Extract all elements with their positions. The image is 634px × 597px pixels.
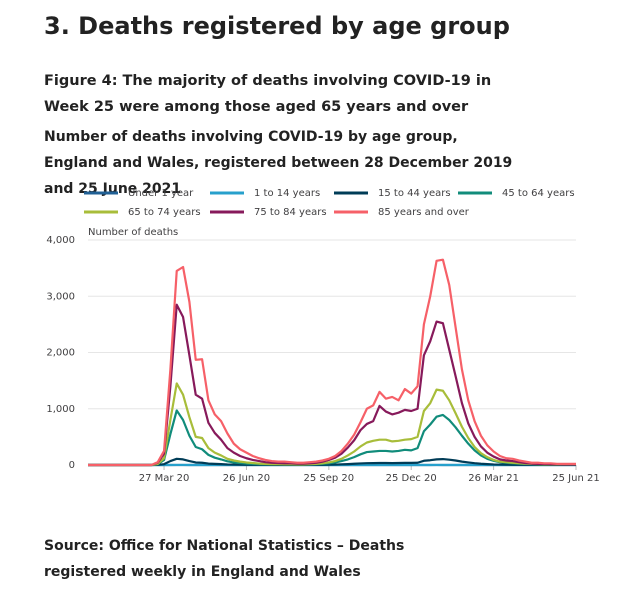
figure-subtitle: Number of deaths involving COVID-19 by a… xyxy=(44,129,513,197)
y-tick-label: 1,000 xyxy=(46,404,75,415)
section-heading: 3. Deaths registered by age group xyxy=(44,12,510,40)
x-tick-label: 26 Mar 21 xyxy=(468,473,519,484)
legend-label: 65 to 74 years xyxy=(128,207,201,218)
x-tick-label: 25 Sep 20 xyxy=(304,473,355,484)
y-tick-label: 3,000 xyxy=(46,291,75,302)
y-axis-label: Number of deaths xyxy=(88,227,178,238)
series-line xyxy=(88,303,576,467)
x-tick-label: 25 Jun 21 xyxy=(552,473,599,484)
x-tick-label: 26 Jun 20 xyxy=(223,473,270,484)
legend-label: 85 years and over xyxy=(378,207,470,218)
legend-label: 45 to 64 years xyxy=(502,188,575,199)
chart: Number of deaths 0 1,000 2,000 3,000 4,000 27… xyxy=(46,188,599,484)
series-line xyxy=(88,258,576,467)
y-tick-label: 4,000 xyxy=(46,235,75,246)
legend-label: Under 1 year xyxy=(128,188,194,199)
series-line xyxy=(88,382,576,467)
series-line xyxy=(88,457,576,467)
y-tick-label: 2,000 xyxy=(46,348,75,359)
source-note: Source: Office for National Statistics –… xyxy=(44,538,405,580)
legend-label: 75 to 84 years xyxy=(254,207,327,218)
x-tick-label: 25 Dec 20 xyxy=(386,473,437,484)
figure-title: Figure 4: The majority of deaths involvi… xyxy=(44,73,492,115)
legend-label: 1 to 14 years xyxy=(254,188,320,199)
y-tick-label: 0 xyxy=(69,460,75,471)
x-tick-label: 27 Mar 20 xyxy=(139,473,190,484)
legend-label: 15 to 44 years xyxy=(378,188,451,199)
